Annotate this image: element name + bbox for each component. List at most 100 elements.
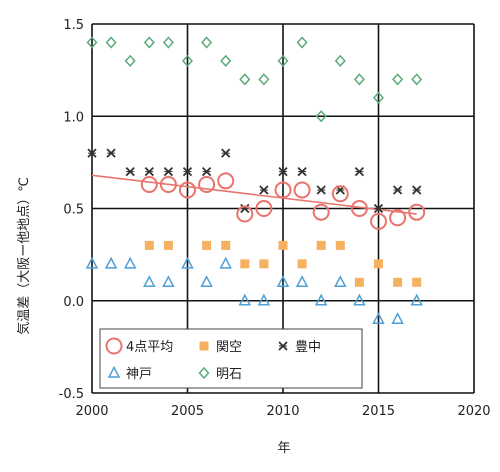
- data-point-diamond: [277, 54, 289, 68]
- data-point-diamond: [181, 54, 194, 68]
- data-point-x: [297, 166, 307, 177]
- data-point-triangle: [353, 293, 366, 306]
- data-point-square: [163, 240, 173, 250]
- data-point-diamond: [201, 36, 213, 49]
- data-point-square: [297, 259, 307, 269]
- data-point-circle: [293, 181, 311, 199]
- data-point-circle: [255, 200, 273, 217]
- data-point-square: [278, 240, 288, 250]
- data-point-diamond: [220, 54, 232, 68]
- data-point-triangle: [162, 275, 175, 288]
- x-tick-label: 2020: [457, 404, 490, 419]
- data-point-circle: [179, 181, 196, 199]
- data-point-square: [259, 259, 269, 269]
- legend-marker: [105, 337, 123, 355]
- data-point-x: [106, 148, 116, 158]
- x-tick-label: 2010: [266, 404, 299, 419]
- data-point-diamond: [162, 36, 174, 49]
- data-point-triangle: [276, 275, 290, 288]
- data-point-x: [201, 166, 212, 177]
- trendline: [91, 174, 417, 215]
- legend-box: [99, 328, 363, 389]
- data-point-circle: [312, 203, 330, 221]
- legend-marker: [199, 341, 209, 351]
- legend-entry-label: 神戸: [126, 367, 152, 382]
- data-point-triangle: [391, 312, 404, 324]
- legend-entry-label: 明石: [216, 367, 242, 382]
- data-point-diamond: [372, 91, 385, 104]
- data-point-diamond: [143, 36, 155, 49]
- data-point-triangle: [181, 256, 194, 269]
- legend-entry-label: 豊中: [295, 340, 321, 355]
- data-point-circle: [236, 205, 254, 223]
- data-point-triangle: [143, 275, 156, 288]
- data-point-triangle: [314, 293, 328, 306]
- data-point-circle: [350, 200, 368, 217]
- data-point-triangle: [238, 293, 252, 306]
- data-point-square: [412, 277, 422, 287]
- data-point-x: [316, 185, 326, 195]
- legend-entry-label: 4点平均: [126, 340, 173, 355]
- data-point-circle: [370, 212, 387, 230]
- data-point-diamond: [124, 54, 136, 68]
- data-point-square: [335, 240, 345, 250]
- data-point-diamond: [296, 36, 308, 49]
- data-point-diamond: [392, 73, 404, 86]
- legend-entry-label: 関空: [216, 340, 242, 355]
- data-point-circle: [408, 203, 426, 221]
- y-tick-label: 1.5: [63, 18, 84, 33]
- data-point-circle: [217, 172, 235, 190]
- data-point-square: [144, 240, 154, 250]
- data-point-circle: [274, 181, 292, 199]
- data-point-x: [373, 203, 384, 214]
- data-point-x: [412, 185, 422, 195]
- tick-labels: 2000 2005 2010 2015 2020 -0.5 0.0 0.5 1.0 1.5: [59, 18, 491, 419]
- data-point-x: [163, 166, 174, 177]
- data-point-diamond: [239, 73, 251, 86]
- data-point-triangle: [200, 275, 213, 288]
- data-point-square: [240, 259, 250, 269]
- data-point-square: [354, 277, 364, 287]
- data-point-x: [144, 166, 154, 177]
- data-point-x: [354, 166, 365, 177]
- data-point-x: [182, 166, 193, 177]
- y-tick-label: 0.0: [63, 295, 84, 310]
- data-point-circle: [198, 176, 216, 194]
- x-axis-label: 年: [277, 441, 290, 456]
- data-point-triangle: [85, 256, 99, 269]
- data-point-triangle: [334, 275, 347, 288]
- data-point-square: [374, 259, 383, 269]
- data-point-circle: [331, 185, 349, 203]
- data-point-x: [125, 166, 135, 177]
- data-point-square: [393, 277, 403, 287]
- data-point-x: [221, 148, 231, 158]
- x-tick-label: 2015: [362, 404, 395, 419]
- x-tick-label: 2000: [75, 404, 108, 419]
- legend-marker: [198, 366, 210, 380]
- grid: [91, 23, 475, 394]
- data-point-triangle: [295, 275, 309, 288]
- y-tick-label: 0.5: [63, 203, 84, 218]
- data-point-triangle: [219, 256, 232, 269]
- data-point-square: [202, 240, 212, 250]
- data-point-x: [240, 203, 250, 214]
- data-point-triangle: [410, 293, 423, 306]
- data-point-x: [278, 166, 288, 177]
- data-point-triangle: [257, 293, 271, 306]
- data-point-diamond: [334, 54, 346, 68]
- data-point-diamond: [86, 36, 98, 49]
- trendline-group: [91, 174, 417, 215]
- data-point-diamond: [105, 36, 117, 49]
- legend-marker: [278, 341, 288, 351]
- data-point-square: [221, 240, 231, 250]
- data-point-x: [87, 148, 97, 158]
- data-point-square: [316, 240, 326, 250]
- data-point-diamond: [258, 73, 270, 86]
- legend-marker: [107, 365, 121, 378]
- data-marks: [85, 36, 426, 324]
- data-point-x: [259, 185, 269, 195]
- data-point-triangle: [104, 256, 118, 269]
- data-point-diamond: [353, 73, 365, 86]
